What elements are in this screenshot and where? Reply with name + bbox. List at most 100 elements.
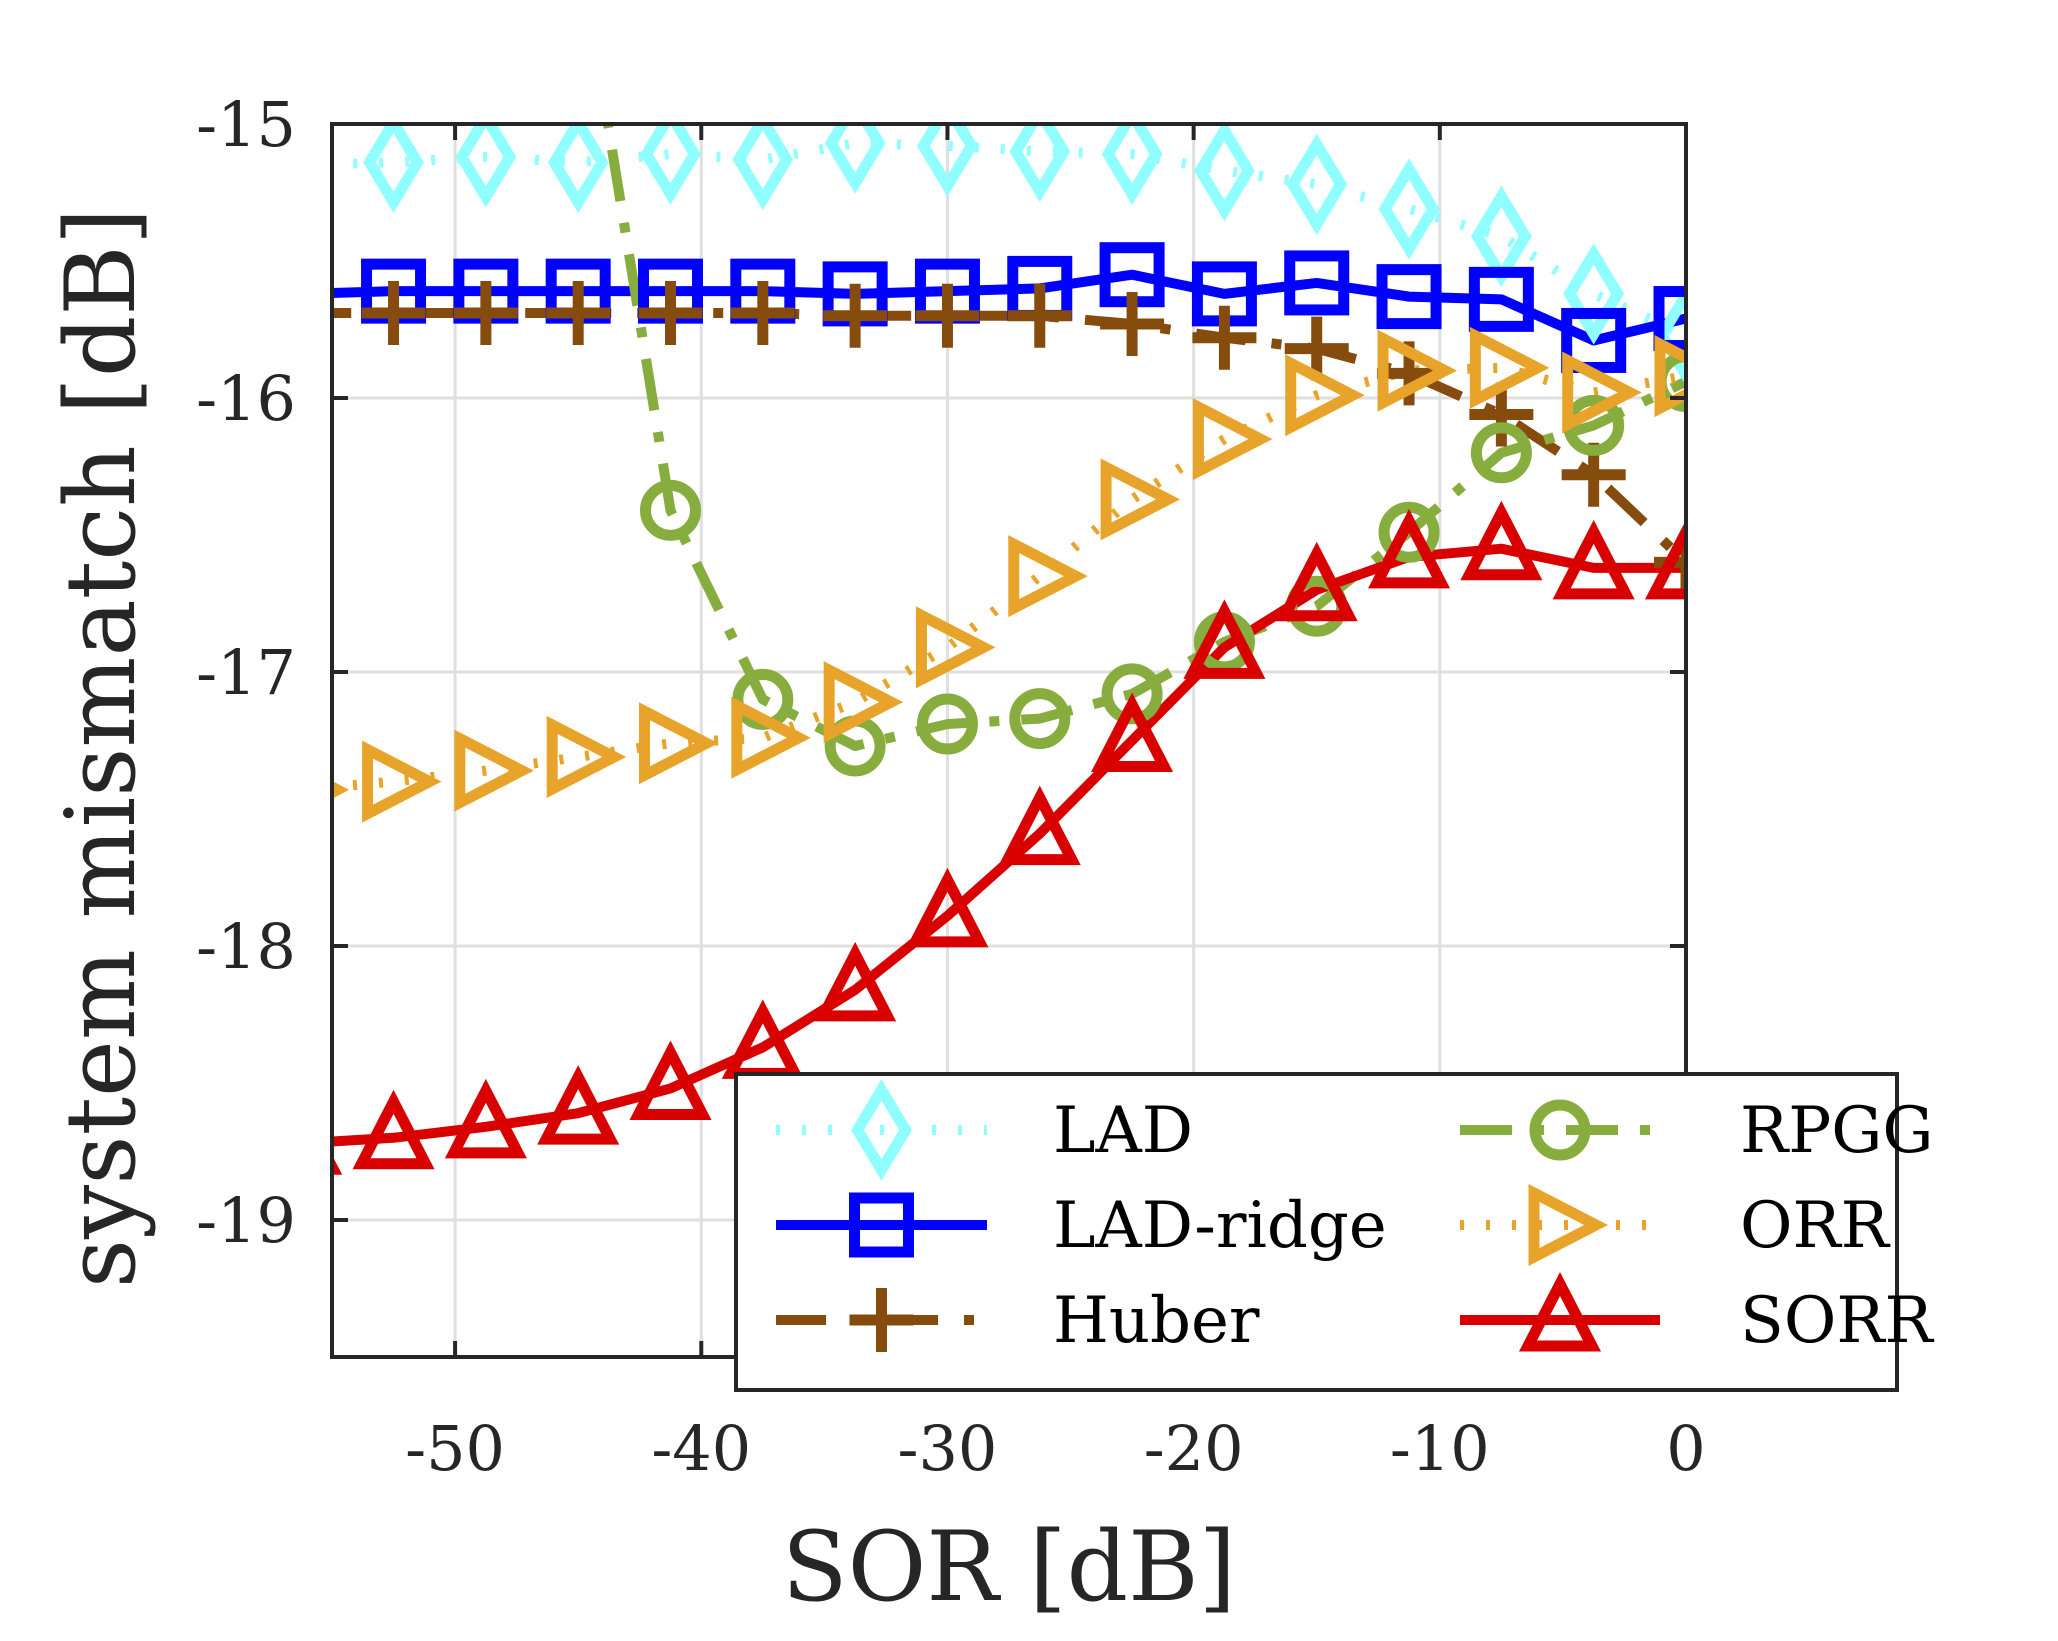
- data-point-lad: [1009, 124, 1071, 203]
- series-huber: [332, 308, 1686, 567]
- data-point-sorr: [1368, 508, 1451, 589]
- legend-marker: [849, 1192, 914, 1258]
- data-point-sorr: [998, 785, 1081, 866]
- legend-box: [734, 1072, 1899, 1392]
- data-point-rpgg: [640, 479, 701, 541]
- y-tick-label: -17: [196, 636, 296, 709]
- legend: LAD LAD-ridge Huber RPGG ORR SORR: [734, 1072, 1935, 1392]
- data-point-lad: [1286, 133, 1348, 235]
- x-tick-label: 0: [1666, 1412, 1705, 1485]
- data-point-orr: [332, 780, 350, 799]
- data-point-lad: [1563, 243, 1625, 345]
- x-tick-label: -10: [1390, 1412, 1490, 1485]
- x-tick-label: -30: [898, 1412, 998, 1485]
- x-tick-label: -50: [405, 1412, 505, 1485]
- data-point-lad-ridge: [1284, 250, 1350, 316]
- data-point-rpgg: [1470, 422, 1532, 484]
- data-point-huber: [332, 307, 334, 319]
- legend-marker: [1529, 1099, 1591, 1161]
- markers-layer: [332, 124, 1686, 1175]
- data-point-rpgg: [1101, 663, 1163, 725]
- legend-item-lad-ridge: LAD-ridge: [776, 1189, 1387, 1263]
- data-point-huber: [823, 283, 888, 348]
- data-point-sorr: [537, 1065, 620, 1145]
- data-point-orr: [546, 715, 627, 798]
- data-point-lad-ridge: [1653, 286, 1686, 352]
- y-tick-label: -15: [196, 88, 296, 161]
- y-tick-labels: -15 -16 -17 -18 -19: [196, 88, 296, 1257]
- legend-label: RPGG: [1740, 1094, 1934, 1168]
- data-point-huber: [915, 283, 980, 348]
- data-point-orr: [823, 661, 904, 744]
- legend-item-orr: ORR: [1460, 1183, 1891, 1267]
- data-point-huber: [1469, 382, 1534, 447]
- legend-label: ORR: [1740, 1189, 1891, 1263]
- data-point-sorr: [332, 1154, 343, 1175]
- data-point-lad: [824, 124, 886, 194]
- y-tick-label: -19: [196, 1184, 296, 1257]
- data-point-sorr: [1644, 519, 1686, 600]
- data-point-sorr: [1552, 519, 1635, 600]
- data-point-lad: [1378, 158, 1440, 260]
- data-point-orr: [1562, 351, 1642, 434]
- legend-marker: [1528, 1183, 1608, 1267]
- y-axis-label: system mismatch [dB]: [45, 208, 157, 1289]
- data-point-lad: [732, 124, 794, 211]
- data-point-orr: [1008, 535, 1088, 618]
- series-line-sorr: [332, 543, 1686, 1147]
- data-point-sorr: [352, 1089, 435, 1170]
- data-point-lad-ridge: [332, 261, 334, 327]
- legend-marker: [849, 1288, 914, 1352]
- data-point-lad: [1655, 284, 1686, 386]
- series-orr: [332, 362, 1686, 793]
- data-point-sorr: [1091, 692, 1174, 772]
- data-point-sorr: [629, 1040, 712, 1120]
- data-point-sorr: [444, 1078, 527, 1159]
- markers-orr: [332, 326, 1686, 823]
- data-point-huber: [730, 281, 795, 346]
- markers-lad: [363, 124, 1686, 386]
- data-point-orr: [639, 702, 719, 785]
- data-point-lad: [1101, 124, 1163, 205]
- data-point-rpgg: [1378, 501, 1440, 563]
- series-line-orr: [332, 362, 1686, 793]
- series-sorr: [332, 543, 1686, 1147]
- legend-label: SORR: [1740, 1284, 1935, 1358]
- legend-marker: [851, 1079, 912, 1181]
- data-point-lad-ridge: [1376, 264, 1442, 330]
- legend-item-lad: LAD: [776, 1079, 1193, 1181]
- data-point-lad: [917, 124, 978, 197]
- series-lad-ridge: [332, 269, 1686, 346]
- data-point-orr: [454, 729, 534, 812]
- data-point-sorr: [906, 867, 989, 948]
- data-point-lad: [455, 124, 517, 208]
- data-point-orr: [362, 740, 442, 823]
- data-point-orr: [1377, 329, 1458, 412]
- data-point-orr: [731, 696, 811, 779]
- legend-item-sorr: SORR: [1460, 1272, 1935, 1358]
- data-point-lad: [547, 124, 609, 214]
- data-point-rpgg: [916, 693, 978, 755]
- x-axis-label: SOR [dB]: [782, 1511, 1236, 1623]
- legend-item-rpgg: RPGG: [1460, 1094, 1934, 1168]
- x-tick-label: -40: [651, 1412, 751, 1485]
- data-point-lad: [640, 124, 701, 205]
- data-point-lad: [363, 124, 424, 214]
- data-point-huber: [361, 281, 426, 346]
- series-line-lad-ridge: [332, 269, 1686, 346]
- data-point-orr: [915, 606, 996, 689]
- x-tick-label: -20: [1144, 1412, 1244, 1485]
- legend-label: Huber: [1053, 1284, 1260, 1358]
- data-point-huber: [638, 281, 703, 346]
- data-point-orr: [1469, 326, 1550, 409]
- data-point-huber: [453, 281, 518, 346]
- data-point-huber: [1192, 305, 1257, 370]
- data-point-sorr: [1460, 500, 1543, 581]
- y-tick-label: -16: [196, 362, 296, 435]
- data-point-orr: [1100, 458, 1181, 541]
- data-point-lad: [1193, 124, 1255, 222]
- legend-item-huber: Huber: [776, 1284, 1260, 1358]
- data-point-lad-ridge: [1561, 307, 1627, 373]
- data-point-rpgg: [1009, 688, 1071, 750]
